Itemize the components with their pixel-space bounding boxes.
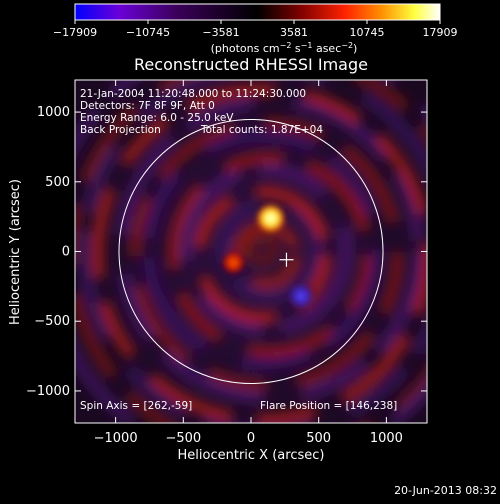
ring-band [92,84,427,423]
info-energy-range: Energy Range: 6.0 - 25.0 keV [80,112,234,124]
image-area [75,80,427,423]
flare-position-label: Flare Position = [146,238] [260,400,397,412]
y-tick-label: 500 [45,175,70,190]
y-tick-label: 1000 [37,105,70,120]
footer-timestamp: 20-Jun-2013 08:32 [394,484,497,497]
ring-band [180,164,352,336]
ring-band [193,186,331,324]
colorbar-unit-mid-1: s [291,42,300,55]
ring-band [218,198,322,302]
x-tick-label: −1000 [94,431,138,446]
ring-band [129,118,403,392]
colorbar-unit: (photons cm−2 s−1 asec−2) [211,41,358,55]
chart-title: Reconstructed RHESSI Image [134,55,368,74]
colorbar-ticks: −17909 −10745 −3581 3581 10745 17909 [53,20,458,39]
y-axis-label: Heliocentric Y (arcsec) [8,179,23,325]
negative-source [287,282,316,311]
positive-source [255,203,286,234]
colorbar-unit-main: (photons cm [211,42,280,55]
colorbar-tick-label: 3581 [280,26,308,39]
info-time-range: 21-Jan-2004 11:20:48.000 to 11:24:30.000 [80,88,306,100]
colorbar-tick-label: −10745 [126,26,170,39]
colorbar-tick-label: 10745 [350,26,385,39]
colorbar-unit-end: ) [353,42,357,55]
info-total-counts: Total counts: 1.87E+04 [200,124,323,136]
ring-band [244,232,280,268]
x-tick-label: 0 [247,431,255,446]
x-tick-label: −500 [165,431,201,446]
spin-axis-label: Spin Axis = [262,-59] [80,400,192,412]
x-axis-label: Heliocentric X (arcsec) [178,448,325,463]
colorbar-gradient [74,3,441,21]
colorbar-unit-mid-2: asec [312,42,341,55]
colorbar-unit-sup-3: −2 [341,41,353,50]
back-projection-rings [75,80,427,423]
colorbar-tick-label: −17909 [53,26,97,39]
y-tick-label: −500 [34,314,70,329]
ring-band [79,80,427,423]
x-axis: −1000 −500 0 500 1000 [94,80,403,446]
x-tick-label: 500 [306,431,331,446]
info-detectors: Detectors: 7F 8F 9F, Att 0 [80,100,215,112]
y-axis: −1000 −500 0 500 1000 [26,105,427,399]
y-tick-label: 0 [62,245,70,260]
colorbar-tick-label: 17909 [423,26,458,39]
colorbar-tick-label: −3581 [202,26,239,39]
colorbar-unit-sup-1: −2 [280,41,292,50]
colorbar: −17909 −10745 −3581 3581 10745 17909 (photons… [53,3,458,55]
sources [221,203,316,311]
x-tick-label: 1000 [370,431,403,446]
ring-band [142,130,382,370]
info-method: Back Projection [80,124,161,136]
ring-band [167,152,373,358]
y-tick-label: −1000 [26,384,70,399]
positive-source [221,250,246,275]
colorbar-unit-sup-2: −1 [301,41,313,50]
solar-limb [118,119,384,384]
info-block: 21-Jan-2004 11:20:48.000 to 11:24:30.000… [80,88,323,136]
flare-position-marker [279,252,294,267]
